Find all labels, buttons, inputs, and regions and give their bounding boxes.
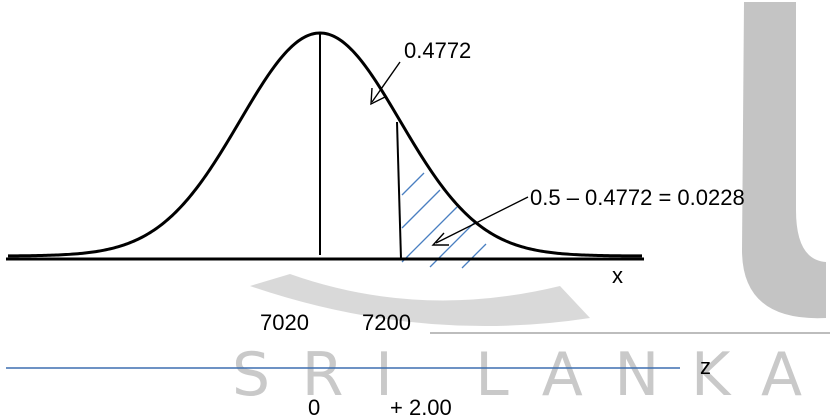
upper-area-arrow	[370, 61, 401, 106]
z-value-label: + 2.00	[390, 395, 452, 420]
watermark-logo-swoosh	[250, 274, 590, 327]
value-boundary-line	[396, 121, 402, 260]
hatch-line	[401, 189, 441, 229]
watermark-logo-t	[742, 2, 826, 319]
hatch-line	[461, 243, 487, 269]
x-mean-label: 7020	[260, 310, 309, 335]
normal-curve	[7, 31, 642, 258]
tail-area-label: 0.5 – 0.4772 = 0.0228	[530, 185, 745, 210]
z-axis-label: z	[700, 354, 711, 379]
tail-area-arrow	[431, 196, 529, 246]
upper-area-label: 0.4772	[404, 38, 471, 63]
z-mean-label: 0	[308, 395, 320, 420]
hatch-line	[401, 172, 425, 196]
x-value-label: 7200	[362, 310, 411, 335]
hatch-line	[401, 206, 458, 263]
watermark: SRI LANKA	[232, 2, 832, 410]
watermark-text: SRI LANKA	[232, 340, 832, 410]
x-axis-label: x	[612, 263, 623, 288]
